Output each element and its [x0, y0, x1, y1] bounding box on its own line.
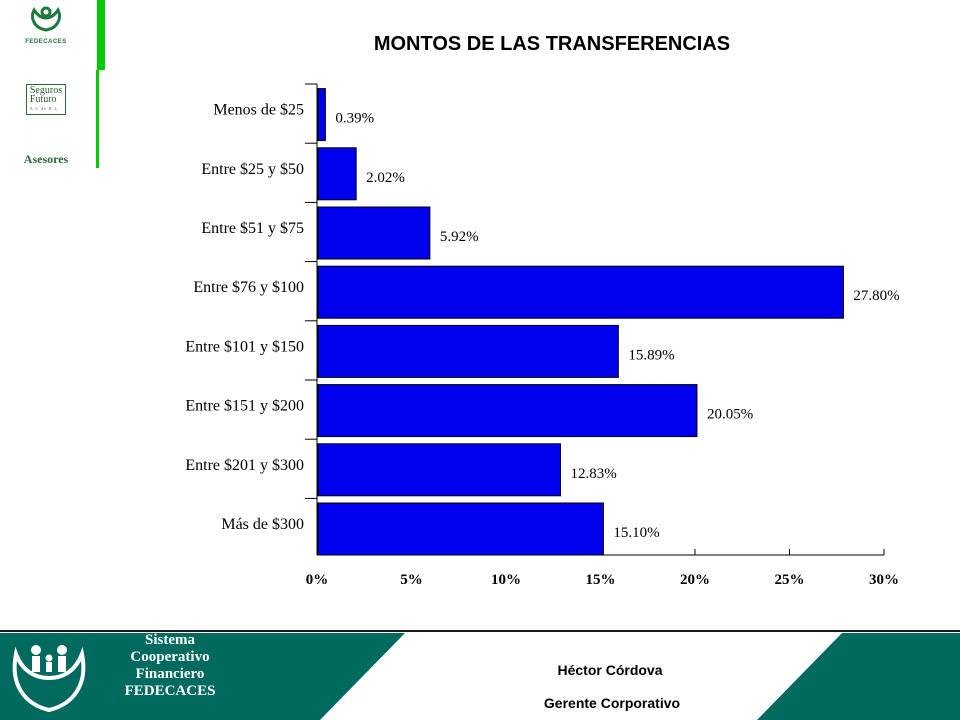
- x-tick-label: 20%: [680, 572, 710, 588]
- footer-band: [0, 633, 960, 720]
- value-label: 15.10%: [613, 525, 659, 541]
- seguros-logo-line1: Seguros: [29, 85, 63, 96]
- x-tick-label: 5%: [400, 572, 423, 588]
- value-label: 5.92%: [440, 229, 479, 245]
- value-label: 2.02%: [366, 170, 405, 186]
- x-tick-label: 15%: [586, 572, 616, 588]
- family-emblem-icon: [12, 645, 86, 713]
- category-label: Entre $25 y $50: [201, 161, 304, 178]
- x-tick-label: 10%: [491, 572, 521, 588]
- x-tick-label: 30%: [869, 572, 899, 588]
- bar: [317, 384, 698, 438]
- category-label: Entre $51 y $75: [201, 220, 304, 237]
- category-label: Entre $201 y $300: [185, 457, 304, 474]
- bar: [317, 206, 431, 260]
- footer-emblem: [4, 634, 100, 720]
- value-label: 20.05%: [707, 407, 753, 423]
- value-label: 15.89%: [628, 347, 674, 363]
- value-label: 12.83%: [570, 466, 616, 482]
- seguros-logo-line2: Futuro: [29, 94, 57, 105]
- seguros-futuro-logo: Seguros Futuro A C de R L: [0, 84, 92, 115]
- category-label: Menos de $25: [213, 102, 304, 119]
- value-label: 27.80%: [853, 288, 899, 304]
- category-label: Más de $300: [221, 516, 304, 533]
- fedecaces-emblem-icon: [31, 6, 61, 32]
- category-label: Entre $151 y $200: [185, 398, 304, 415]
- logo-column: FEDECACES Seguros Futuro A C de R L Ases…: [0, 0, 96, 170]
- bar: [317, 443, 561, 497]
- x-tick-label: 25%: [775, 572, 805, 588]
- asesores-logo: Asesores: [23, 152, 69, 166]
- bar: [317, 324, 619, 378]
- footer-org-name: Sistema Cooperativo Financiero FEDECACES: [124, 632, 216, 699]
- bar: [317, 147, 357, 201]
- x-tick-label: 0%: [306, 572, 329, 588]
- value-label: 0.39%: [335, 111, 374, 127]
- footer-person-role: Gerente Corporativo: [543, 695, 681, 711]
- footer-divider: [0, 630, 960, 632]
- footer-person-name: Héctor Córdova: [557, 662, 663, 678]
- fedecaces-logo-text: FEDECACES: [25, 39, 67, 45]
- bar: [317, 88, 326, 142]
- category-label: Entre $76 y $100: [193, 279, 304, 296]
- accent-bar-thick: [97, 0, 105, 70]
- chart-title: MONTOS DE LAS TRANSFERENCIAS: [373, 33, 731, 55]
- bar: [317, 265, 844, 319]
- accent-bar-thin: [96, 70, 99, 168]
- bar-chart: 0% 5% 10% 15% 20% 25% 30% Menos de $25 0.39% Entr…: [185, 83, 900, 588]
- fedecaces-logo: FEDECACES: [0, 4, 92, 45]
- bar: [317, 502, 604, 556]
- seguros-logo-sub: A C de R L: [29, 106, 59, 111]
- category-label: Entre $101 y $150: [185, 338, 304, 355]
